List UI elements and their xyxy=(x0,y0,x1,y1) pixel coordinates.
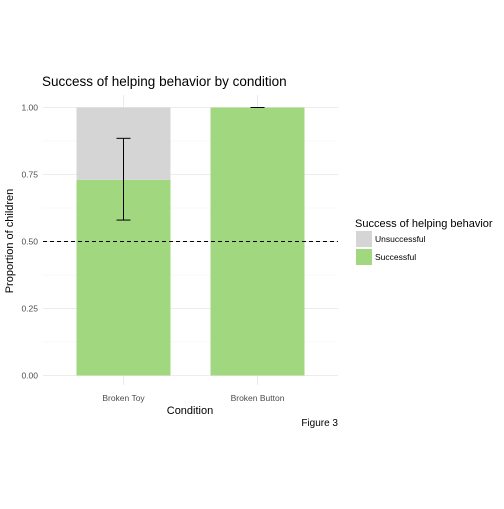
y-tick-label: 0.25 xyxy=(21,304,38,314)
y-tick-label: 1.00 xyxy=(21,103,38,113)
legend-items: Unsuccessful Successful xyxy=(356,231,426,265)
legend-item: Successful xyxy=(356,249,416,265)
legend-swatch xyxy=(356,249,372,265)
x-tick-labels: Broken Toy Broken Button xyxy=(102,393,284,403)
legend: Success of helping behavior Unsuccessful… xyxy=(355,218,493,265)
y-axis-title: Proportion of children xyxy=(4,189,16,294)
y-tick-label: 0.75 xyxy=(21,170,38,180)
legend-label: Unsuccessful xyxy=(375,234,426,244)
y-tick-labels: 0.00 0.25 0.50 0.75 1.00 xyxy=(21,103,38,381)
legend-item: Unsuccessful xyxy=(356,231,426,247)
error-bars xyxy=(116,107,265,221)
legend-label: Successful xyxy=(375,252,416,262)
chart-title: Success of helping behavior by condition xyxy=(42,74,287,89)
x-tick-label: Broken Toy xyxy=(102,393,145,403)
legend-swatch xyxy=(356,231,372,247)
y-tick-label: 0.50 xyxy=(21,237,38,247)
x-tick-label: Broken Button xyxy=(231,393,285,403)
legend-title: Success of helping behavior xyxy=(355,218,493,230)
error-bar xyxy=(116,137,131,221)
figure-caption: Figure 3 xyxy=(301,418,338,429)
x-axis-title: Condition xyxy=(167,405,213,417)
y-tick-label: 0.00 xyxy=(21,371,38,381)
